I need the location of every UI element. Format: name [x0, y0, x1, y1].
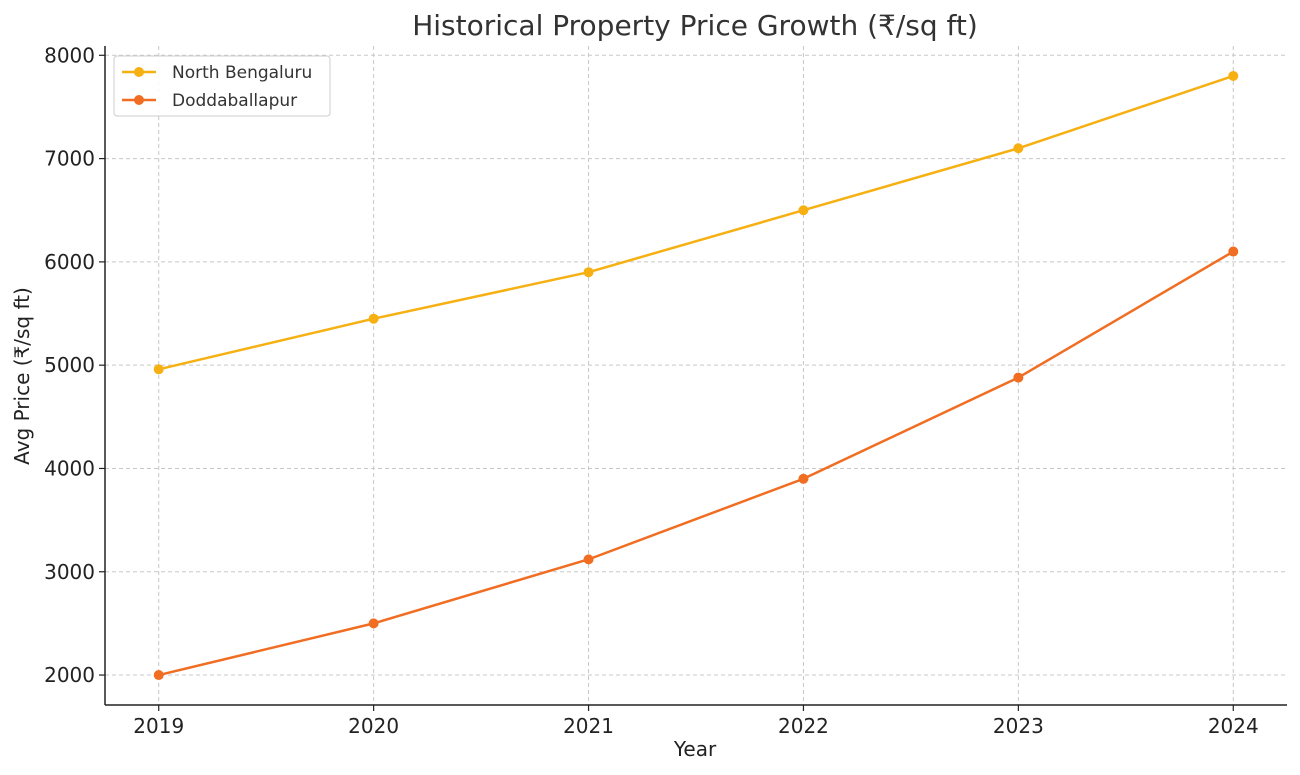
x-tick-label: 2021 [563, 714, 614, 738]
legend-label: Doddaballapur [172, 91, 297, 111]
data-point [153, 364, 164, 375]
x-tick-label: 2020 [348, 714, 399, 738]
data-point [798, 473, 809, 484]
data-point [1228, 246, 1239, 257]
legend-item: North Bengaluru [122, 63, 312, 83]
x-tick-label: 2024 [1208, 714, 1259, 738]
legend: North Bengaluru Doddaballapur [113, 55, 331, 117]
y-tick-label: 8000 [44, 43, 95, 67]
data-series [153, 70, 1239, 681]
x-tick-label: 2023 [993, 714, 1044, 738]
data-point [1013, 372, 1024, 383]
series-north-bengaluru [153, 70, 1239, 375]
y-tick-label: 4000 [44, 456, 95, 480]
y-tick-label: 3000 [44, 560, 95, 584]
series-doddaballapur [153, 246, 1239, 681]
y-tick-label: 6000 [44, 250, 95, 274]
grid [105, 46, 1287, 705]
legend-label: North Bengaluru [172, 63, 312, 83]
chart-title: Historical Property Price Growth (₹/sq f… [412, 9, 978, 42]
data-point [1013, 143, 1024, 154]
data-point [153, 670, 164, 681]
data-point [368, 618, 379, 629]
legend-marker [134, 67, 144, 77]
series-line [157, 250, 1235, 677]
data-point [1228, 70, 1239, 81]
legend-item: Doddaballapur [122, 91, 297, 111]
y-tick-label: 5000 [44, 353, 95, 377]
legend-marker [134, 95, 144, 105]
data-point [583, 554, 594, 565]
series-line [157, 74, 1235, 371]
y-tick-label: 2000 [44, 663, 95, 687]
x-axis-label: Year [673, 737, 717, 761]
legend-box [113, 55, 331, 117]
tick-labels: 2019 2020 2021 2022 2023 2024 2000 3000 4000 5000… [44, 43, 1259, 738]
axes [104, 46, 1287, 706]
y-axis-label: Avg Price (₹/sq ft) [10, 287, 34, 465]
y-tick-label: 7000 [44, 147, 95, 171]
data-point [583, 267, 594, 278]
data-point [368, 313, 379, 324]
x-tick-label: 2019 [133, 714, 184, 738]
data-point [798, 205, 809, 216]
x-tick-label: 2022 [778, 714, 829, 738]
